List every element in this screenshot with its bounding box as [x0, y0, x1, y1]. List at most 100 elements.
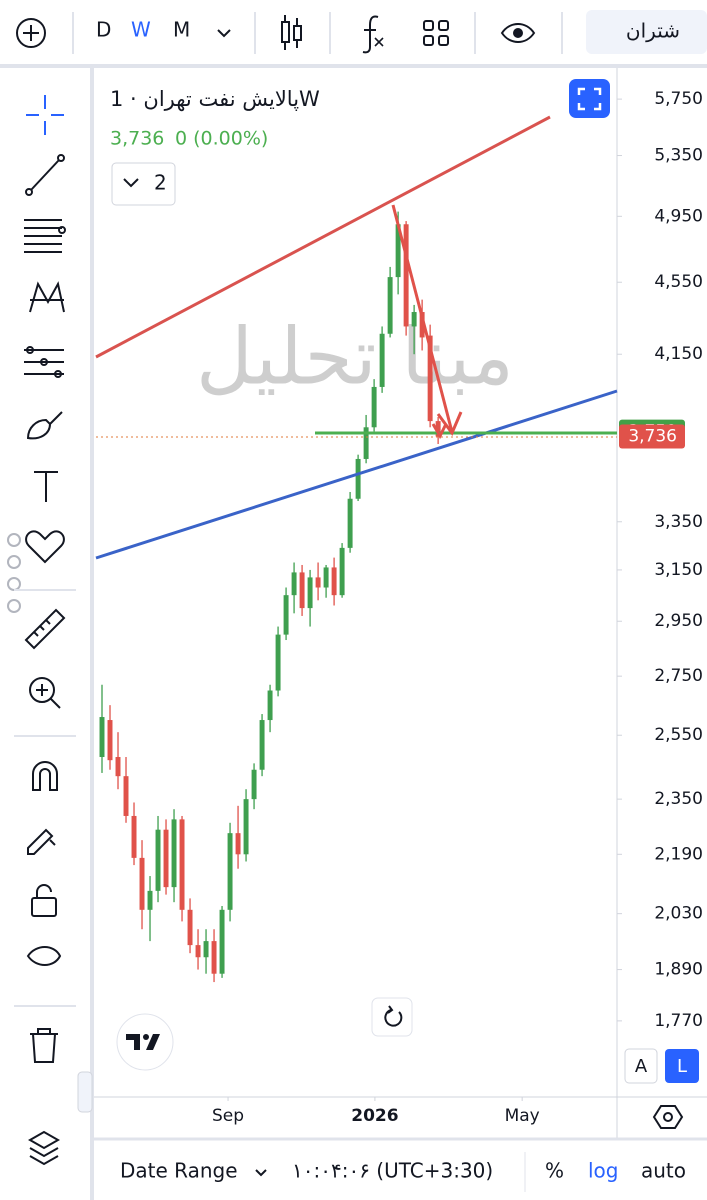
- upper-trendline[interactable]: [95, 115, 551, 359]
- candle-body: [283, 595, 289, 635]
- candle-body: [411, 312, 417, 327]
- candle-body: [211, 941, 217, 974]
- percent-button[interactable]: %: [545, 1159, 564, 1183]
- trendline-tool[interactable]: [25, 154, 65, 196]
- x-tick-label: Sep: [212, 1106, 244, 1126]
- unlock-tool[interactable]: [31, 884, 57, 917]
- lower-trendline[interactable]: [95, 389, 618, 560]
- candle-body: [307, 577, 313, 609]
- small-arrow[interactable]: [431, 423, 448, 440]
- y-tick-label: 3,150: [654, 560, 703, 580]
- drawings: [95, 115, 618, 560]
- watermark: مبنا تحلیل: [196, 312, 514, 402]
- hide-tool[interactable]: [26, 946, 62, 966]
- arrow-drawing[interactable]: [391, 204, 463, 436]
- interval-chevron[interactable]: [217, 29, 231, 38]
- log-scale-button[interactable]: [665, 1049, 699, 1083]
- collapse-handle[interactable]: [77, 1071, 93, 1113]
- candle-body: [387, 277, 393, 334]
- candle-body: [267, 690, 273, 721]
- ruler-tool[interactable]: [24, 608, 66, 650]
- candle-body: [131, 815, 137, 858]
- settings-button[interactable]: [652, 1105, 684, 1129]
- y-tick-label: 2,190: [654, 844, 703, 864]
- candle-body: [171, 819, 177, 888]
- candle-body: [203, 941, 209, 958]
- chart-type-button[interactable]: [281, 15, 302, 50]
- y-tick-label: 5,350: [654, 146, 703, 166]
- candle-body: [99, 717, 105, 758]
- candle-body: [435, 421, 441, 437]
- forecast-tool[interactable]: [24, 346, 64, 378]
- y-tick-label: 5,750: [654, 89, 703, 109]
- auto-button[interactable]: auto: [641, 1159, 686, 1183]
- symbol-button[interactable]: [586, 10, 707, 54]
- candle-body: [331, 567, 337, 596]
- candle-body: [155, 829, 161, 891]
- candle-body: [251, 769, 257, 800]
- text-tool[interactable]: [34, 471, 58, 502]
- zoom-tool[interactable]: [29, 677, 61, 709]
- indicators-toggle[interactable]: [111, 162, 176, 206]
- clock[interactable]: ۱۰:۰۴:۰۶ (UTC+3:30): [292, 1159, 493, 1183]
- layout-button[interactable]: [423, 20, 449, 46]
- price-label-text: 3,736: [628, 426, 677, 446]
- candle-body: [107, 720, 113, 761]
- date-range-button[interactable]: Date Range: [120, 1159, 238, 1183]
- candle-body: [395, 224, 401, 278]
- candle-body: [123, 776, 129, 816]
- object-tree-tool[interactable]: [27, 1130, 61, 1166]
- candle-body: [235, 833, 241, 855]
- candle-body: [259, 720, 265, 770]
- reset-button[interactable]: [371, 997, 413, 1037]
- y-tick-label: 1,770: [654, 1011, 703, 1031]
- y-tick-label: 2,950: [654, 611, 703, 631]
- candle-body: [315, 577, 321, 588]
- visibility-button[interactable]: [500, 23, 536, 43]
- pattern-tool[interactable]: [29, 281, 65, 313]
- candle-body: [291, 572, 297, 596]
- candle-body: [299, 572, 305, 609]
- candle-body: [419, 312, 425, 338]
- crosshair-tool[interactable]: [26, 95, 64, 135]
- favorites-tool[interactable]: [25, 530, 65, 564]
- interval-monthly[interactable]: M: [173, 18, 190, 42]
- grid: [227, 98, 622, 1101]
- fullscreen-button[interactable]: [569, 79, 610, 118]
- candle-body: [339, 547, 345, 596]
- add-symbol-button[interactable]: [16, 18, 46, 48]
- candle-body: [163, 829, 169, 888]
- delete-tool[interactable]: [30, 1028, 58, 1063]
- indicators-button[interactable]: [362, 15, 384, 54]
- log-button[interactable]: log: [588, 1159, 619, 1183]
- interval-daily[interactable]: D: [96, 18, 111, 42]
- auto-scale-label[interactable]: A: [635, 1056, 648, 1077]
- candle-body: [371, 386, 377, 428]
- lock-drawings-tool[interactable]: [27, 828, 56, 855]
- symbol-title: پالایش نفت تهران · 1W: [110, 87, 320, 111]
- y-tick-label: 3,350: [654, 512, 703, 532]
- candle-body: [115, 757, 121, 777]
- tv-logo[interactable]: [116, 1013, 174, 1071]
- fib-tool[interactable]: [24, 219, 66, 253]
- y-tick-label: 2,030: [654, 904, 703, 924]
- plus-icon: [23, 25, 39, 41]
- y-tick-label: 4,950: [654, 206, 703, 226]
- y-tick-label: 2,350: [654, 789, 703, 809]
- interval-weekly[interactable]: W: [131, 18, 151, 42]
- candle-body: [147, 890, 153, 910]
- log-scale-label[interactable]: L: [677, 1056, 687, 1077]
- chevron: [123, 178, 139, 188]
- auto-scale-button[interactable]: [624, 1048, 658, 1084]
- price-change: 0 (0.00%): [175, 128, 268, 150]
- left-toolbar: [7, 95, 93, 1166]
- candle-body: [379, 333, 385, 387]
- brush-tool[interactable]: [26, 411, 63, 440]
- y-tick-label: 1,890: [654, 960, 703, 980]
- magnet-tool[interactable]: [32, 761, 58, 791]
- symbol-button-label[interactable]: شتران: [626, 19, 680, 43]
- last-price: 3,736: [110, 128, 164, 150]
- x-tick-label: May: [505, 1106, 540, 1126]
- candle-body: [139, 857, 145, 910]
